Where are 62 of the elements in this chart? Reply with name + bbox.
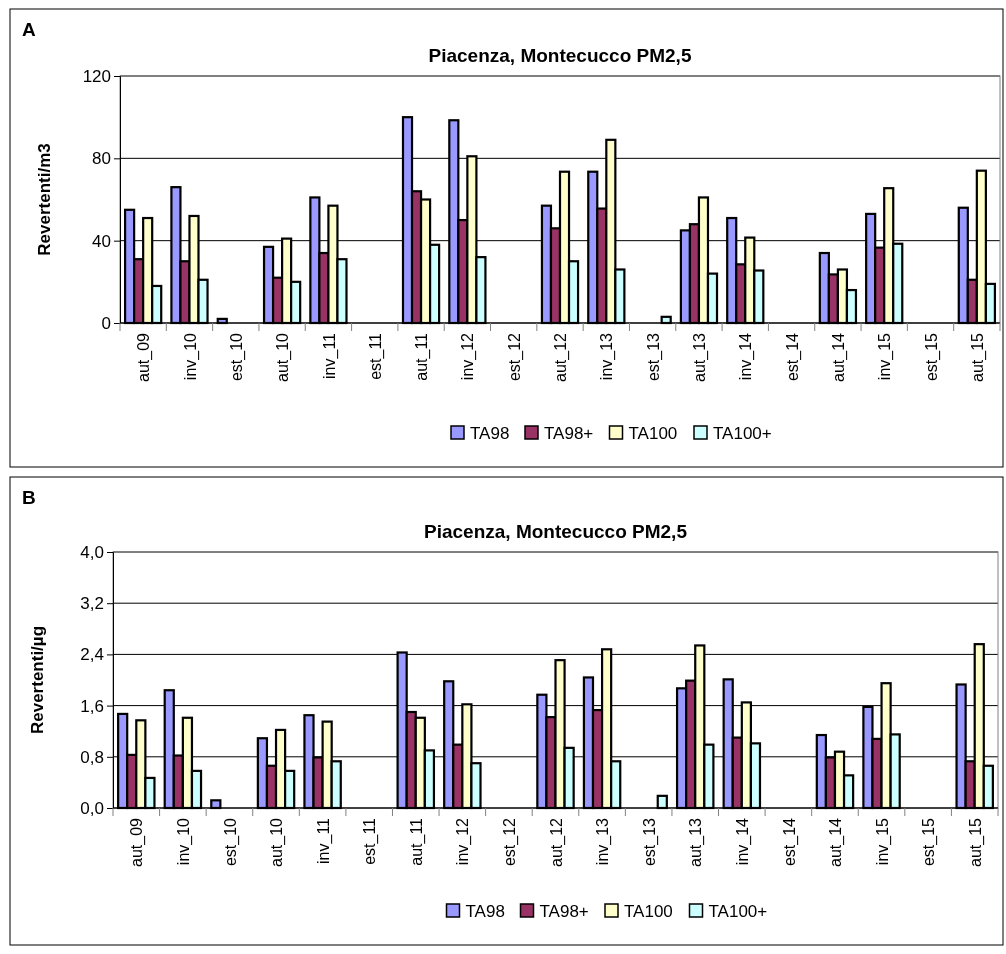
x-tick-label: inv_14 [737,332,756,381]
y-tick-label: 3,2 [80,594,104,614]
x-tick-label: est_13 [640,817,659,867]
x-tick-label: aut_10 [268,817,287,867]
y-tick-label: 80 [92,149,111,169]
y-tick-label: 2,4 [80,645,104,665]
x-tick-label: est_11 [361,817,380,865]
x-tick-label: aut_13 [687,817,706,867]
x-tick-label: inv_10 [174,817,193,866]
y-axis-title: Revertenti/µg [28,625,47,735]
y-tick-label: 1,6 [80,696,104,716]
y-tick-label: 0 [101,313,111,333]
legend-label: TA98+ [539,902,589,921]
x-tick-label: est_12 [505,332,524,382]
legend-label: TA98+ [544,424,594,443]
x-tick-label: inv_13 [598,332,617,381]
x-tick-label: aut_11 [413,332,432,381]
x-tick-label: aut_14 [829,332,848,382]
x-tick-label: inv_12 [459,332,478,381]
x-tick-label: est_15 [920,817,939,867]
y-tick-label: 0,0 [80,798,104,818]
legend-label: TA100 [624,902,673,921]
x-tick-label: inv_15 [876,332,895,381]
legend-label: TA100+ [713,424,772,443]
x-tick-label: inv_11 [314,817,333,864]
x-tick-label: est_14 [780,817,799,867]
legend-label: TA98 [465,902,505,921]
chart-title: Piacenza, Montecucco PM2,5 [428,45,692,66]
text: A [22,19,36,40]
x-tick-label: est_10 [221,817,240,867]
x-tick-label: aut_09 [135,332,154,382]
x-tick-label: aut_12 [552,332,571,382]
x-tick-label: inv_14 [733,817,752,866]
text: B [22,487,36,508]
x-tick-label: aut_12 [547,817,566,867]
x-tick-label: est_12 [501,817,520,867]
x-tick-label: inv_13 [594,817,613,866]
legend-label: TA100 [628,424,678,443]
y-tick-label: 120 [82,66,111,86]
x-tick-label: aut_10 [274,332,293,382]
x-tick-label: est_11 [366,332,385,380]
x-tick-label: aut_14 [827,817,846,867]
x-tick-label: inv_12 [454,817,473,866]
x-tick-label: aut_15 [968,332,987,382]
x-tick-label: aut_15 [966,817,985,867]
x-tick-label: inv_11 [320,332,339,379]
x-tick-label: est_14 [783,332,802,382]
x-tick-label: est_13 [644,332,663,382]
x-tick-label: inv_10 [181,332,200,381]
y-tick-label: 4,0 [80,542,104,562]
y-tick-label: 0,8 [80,747,104,767]
y-axis-title: Revertenti/m3 [35,143,54,256]
x-tick-label: aut_11 [407,817,426,866]
x-tick-label: est_15 [922,332,941,382]
x-tick-label: inv_15 [873,817,892,866]
x-tick-label: est_10 [227,332,246,382]
legend-label: TA100+ [708,902,768,921]
x-tick-label: aut_13 [691,332,710,382]
x-tick-label: aut_09 [128,817,147,867]
legend-label: TA98 [470,424,510,443]
y-tick-label: 40 [92,231,111,251]
chart-title: Piacenza, Montecucco PM2,5 [424,521,688,542]
